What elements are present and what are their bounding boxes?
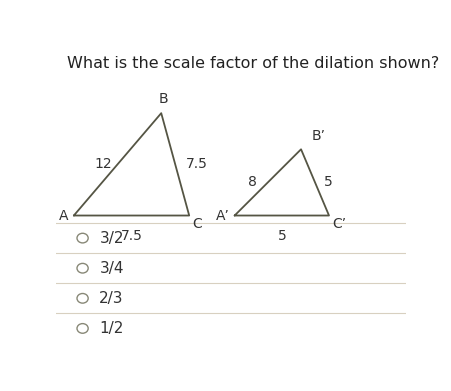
Text: 3/2: 3/2 <box>99 231 124 246</box>
Text: A’: A’ <box>216 208 230 222</box>
Text: 7.5: 7.5 <box>120 229 143 243</box>
Text: C: C <box>193 217 202 231</box>
Text: C’: C’ <box>332 217 347 231</box>
Text: 12: 12 <box>95 157 112 171</box>
Text: B: B <box>158 91 168 106</box>
Text: 5: 5 <box>277 229 286 243</box>
Text: 2/3: 2/3 <box>99 291 124 306</box>
Text: What is the scale factor of the dilation shown?: What is the scale factor of the dilation… <box>67 56 439 71</box>
Text: 5: 5 <box>324 176 332 189</box>
Text: A: A <box>59 208 69 222</box>
Text: 7.5: 7.5 <box>186 157 207 171</box>
Text: 1/2: 1/2 <box>99 321 124 336</box>
Text: B’: B’ <box>312 129 326 143</box>
Text: 3/4: 3/4 <box>99 261 124 276</box>
Text: 8: 8 <box>249 176 258 189</box>
